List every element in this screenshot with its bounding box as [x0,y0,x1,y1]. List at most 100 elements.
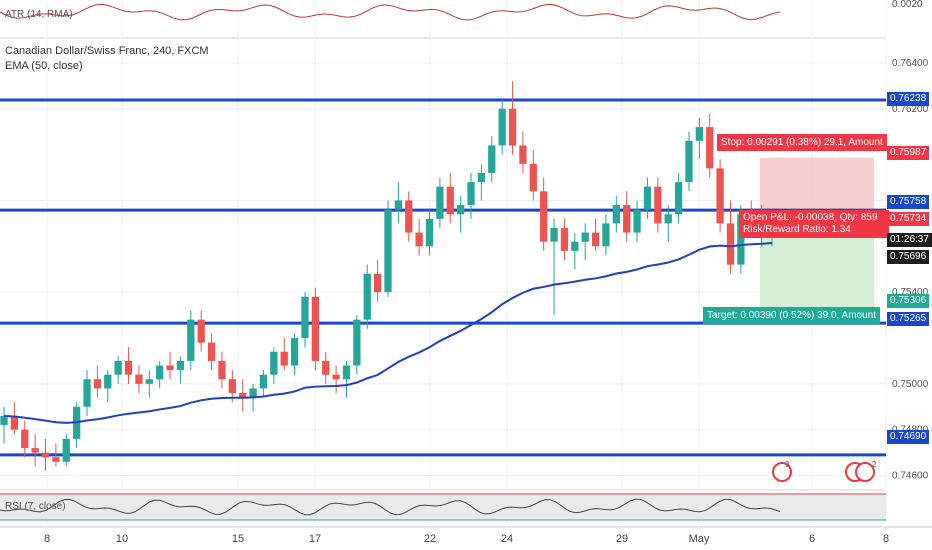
candle-body [41,452,50,458]
candle-body [176,360,185,371]
entry-price-label: 0.75734 [887,212,930,226]
candle-body [145,379,153,384]
candle-body [10,415,19,430]
candle-body [124,360,133,375]
candle-body [353,319,361,366]
candle-body [228,379,236,394]
candle-body [664,214,672,224]
candle-body [685,140,693,183]
time-axis-label: 24 [501,533,513,545]
candle-body [363,273,371,320]
candle-body [0,415,8,426]
candle-body [270,351,278,375]
candle-body [62,438,70,462]
candle-body [643,186,652,210]
candle-body [259,374,268,389]
candle-body [726,223,735,265]
candle-body [187,319,195,361]
candle-body [571,241,579,251]
support-price-label: 0.74690 [887,430,930,444]
time-axis-label: 8 [44,533,50,545]
candle-body [706,127,714,169]
candle-body [197,319,205,343]
candle-body [602,223,610,247]
candle-body [166,365,174,371]
candle-body [425,218,434,247]
candle-body [623,205,631,233]
candle-body [415,232,423,247]
stop-tag[interactable]: Stop: 0.00291 (0.38%) 29.1, Amount [717,134,887,151]
candle-body [31,448,39,453]
candle-body [290,338,299,366]
candle-body [332,374,340,380]
rsi-band [0,494,886,520]
current-price-label: 0.75696 [887,250,930,264]
pnl-text: Open P&L: -0.00038, Qty: 859 [743,212,878,223]
candle-body [156,365,164,380]
time-axis-label: 15 [232,533,244,545]
atr-legend: ATR (14, RMA) [5,9,73,20]
candle-body [207,342,216,361]
candle-body [695,127,703,141]
resistance-price-label: 0.76238 [887,92,930,106]
candle-body [436,186,444,219]
candle-body [674,182,683,215]
candle-body [457,205,465,215]
candle-body [104,374,112,389]
time-axis-label: 29 [616,533,628,545]
candle-body [654,186,662,224]
candle-body [135,374,143,384]
candle-body [218,360,226,380]
candle-body [446,186,454,215]
candle-body [529,163,537,192]
candle-body [591,232,600,247]
candle-body [560,227,569,251]
target-price-label: 0.75306 [887,294,930,308]
candle-body [467,182,475,206]
pnl-tag[interactable]: Open P&L: -0.00038, Qty: 859 Risk/Reward… [739,210,889,238]
candle-body [280,351,288,366]
candle-body [83,379,91,407]
price-axis-bg [886,0,932,550]
candle-body [540,191,548,242]
candle-body [21,429,29,449]
atr-tick-label: 0.0020 [892,0,923,10]
rsi-legend: RSI (7, close) [5,501,66,512]
time-axis-label: 8 [883,533,889,545]
candle-body [716,168,724,224]
mid-level-price-label: 0.75758 [887,195,930,209]
candle-body [612,205,620,224]
candle-body [488,145,496,173]
event-icon[interactable] [855,462,875,482]
time-axis-label: 10 [116,533,128,545]
candle-body [498,108,506,146]
event-badge: 2 [872,460,877,469]
candle-body [633,209,641,233]
time-axis-label: May [689,533,710,545]
rsi-line [0,498,781,516]
candle-body [93,379,102,389]
candle-body [322,360,330,375]
price-tick-label: 0.76400 [892,58,929,69]
atr-line [0,3,781,21]
candle-body [405,200,413,233]
candle-body [519,145,527,164]
candle-body [301,296,309,338]
candle-body [737,214,745,265]
stop-zone [760,157,874,216]
candle-body [373,273,382,293]
candle-body [311,296,319,361]
candle-body [114,360,122,375]
time-axis-label: 17 [309,533,321,545]
countdown-label: 01:26:37 [887,233,932,247]
target-tag[interactable]: Target: 0.00390 (0.52%) 39.0, Amount [703,307,880,324]
rr-text: Risk/Reward Ratio: 1.34 [743,224,851,235]
time-axis-label: 6 [809,533,815,545]
candle-body [52,457,60,462]
candle-body [394,200,403,210]
target-level-price-label: 0.75265 [887,312,930,326]
candle-body [249,388,257,398]
time-axis-label: 22 [424,533,436,545]
event-icon[interactable] [772,462,792,482]
